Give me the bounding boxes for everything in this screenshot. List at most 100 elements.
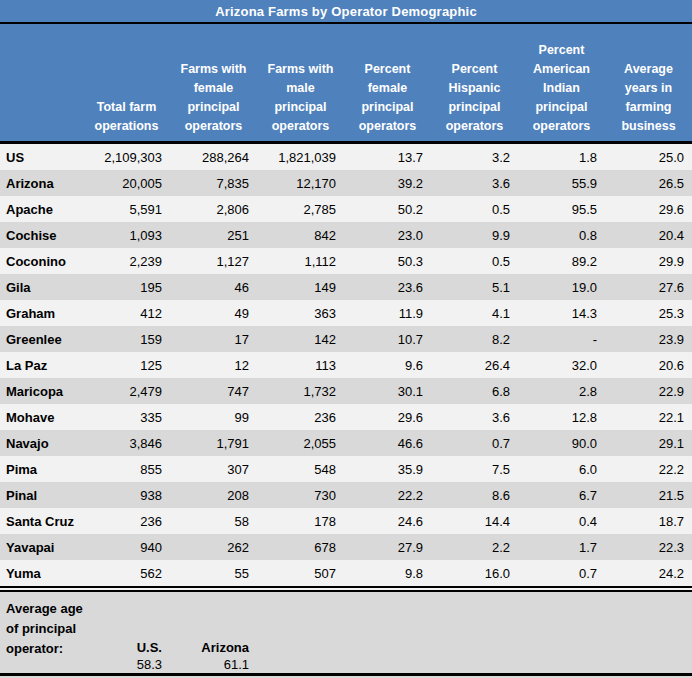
cell: 0.8 [518,222,605,248]
cell: 24.6 [344,508,431,534]
cell: 16.0 [431,560,518,586]
cell: 12,170 [257,170,344,196]
cell: 49 [170,300,257,326]
cell: 5,591 [83,196,170,222]
cell: 55.9 [518,170,605,196]
row-label: Santa Cruz [0,508,83,534]
footer-average-age: Average age of principal operator: U.S. … [0,592,692,673]
cell: 747 [170,378,257,404]
cell: 251 [170,222,257,248]
cell: 39.2 [344,170,431,196]
table-row: La Paz125121139.626.432.020.6 [0,352,692,378]
cell: 307 [170,456,257,482]
cell: 2.2 [431,534,518,560]
cell: 30.1 [344,378,431,404]
cell: 548 [257,456,344,482]
cell: 3.2 [431,144,518,170]
cell: 23.6 [344,274,431,300]
cell: 1,791 [170,430,257,456]
cell: 562 [83,560,170,586]
row-label: La Paz [0,352,83,378]
table-row: Navajo3,8461,7912,05546.60.790.029.1 [0,430,692,456]
cell: 21.5 [605,482,692,508]
cell: 23.0 [344,222,431,248]
cell: 20.6 [605,352,692,378]
cell: 262 [170,534,257,560]
table-row: US2,109,303288,2641,821,03913.73.21.825.… [0,144,692,170]
cell: 940 [83,534,170,560]
row-label: Greenlee [0,326,83,352]
table-row: Cochise1,09325184223.09.90.820.4 [0,222,692,248]
cell: 2,239 [83,248,170,274]
cell: 7,835 [170,170,257,196]
cell: 1,112 [257,248,344,274]
cell: 89.2 [518,248,605,274]
cell: 20.4 [605,222,692,248]
cell: 11.9 [344,300,431,326]
cell: 22.1 [605,404,692,430]
cell: 1,732 [257,378,344,404]
cell: 2,109,303 [83,144,170,170]
table-row: Greenlee1591714210.78.2-23.9 [0,326,692,352]
table-row: Coconino2,2391,1271,11250.30.589.229.9 [0,248,692,274]
cell: 17 [170,326,257,352]
cell: 10.7 [344,326,431,352]
cell: 19.0 [518,274,605,300]
table-row: Mohave3359923629.63.612.822.1 [0,404,692,430]
footer-us-label: U.S. [83,639,162,656]
cell: 1,093 [83,222,170,248]
cell: 6.0 [518,456,605,482]
cell: 14.3 [518,300,605,326]
table-row: Yavapai94026267827.92.21.722.3 [0,534,692,560]
column-header-male-farms: Farms with male principal operators [257,24,344,141]
row-label: Pinal [0,482,83,508]
cell: 7.5 [431,456,518,482]
column-header-region [0,24,83,141]
table-row: Gila1954614923.65.119.027.6 [0,274,692,300]
cell: - [518,326,605,352]
cell: 4.1 [431,300,518,326]
column-header-row: Total farm operations Farms with female … [0,24,692,141]
row-label: Coconino [0,248,83,274]
cell: 149 [257,274,344,300]
table-title-bar: Arizona Farms by Operator Demographic [0,0,692,22]
cell: 20,005 [83,170,170,196]
cell: 23.9 [605,326,692,352]
cell: 0.7 [518,560,605,586]
cell: 8.6 [431,482,518,508]
cell: 178 [257,508,344,534]
cell: 730 [257,482,344,508]
cell: 29.9 [605,248,692,274]
cell: 1,821,039 [257,144,344,170]
row-label: Maricopa [0,378,83,404]
table-row: Arizona20,0057,83512,17039.23.655.926.5 [0,170,692,196]
cell: 8.2 [431,326,518,352]
table-row: Yuma562555079.816.00.724.2 [0,560,692,586]
cell: 29.6 [605,196,692,222]
cell: 1.7 [518,534,605,560]
cell: 208 [170,482,257,508]
cell: 46.6 [344,430,431,456]
cell: 22.9 [605,378,692,404]
footer-arizona-label: Arizona [170,639,249,656]
cell: 18.7 [605,508,692,534]
row-label: Graham [0,300,83,326]
row-label: Apache [0,196,83,222]
cell: 95.5 [518,196,605,222]
cell: 12.8 [518,404,605,430]
footer-arizona-value: 61.1 [170,656,249,673]
cell: 26.4 [431,352,518,378]
cell: 35.9 [344,456,431,482]
cell: 855 [83,456,170,482]
cell: 3.6 [431,170,518,196]
footer-us-value: 58.3 [83,656,162,673]
footer-arizona-column: Arizona 61.1 [170,592,257,673]
cell: 0.5 [431,248,518,274]
cell: 842 [257,222,344,248]
cell: 55 [170,560,257,586]
cell: 14.4 [431,508,518,534]
table-body: US2,109,303288,2641,821,03913.73.21.825.… [0,144,692,586]
cell: 412 [83,300,170,326]
footer-us-column: U.S. 58.3 [83,592,170,673]
cell: 9.9 [431,222,518,248]
